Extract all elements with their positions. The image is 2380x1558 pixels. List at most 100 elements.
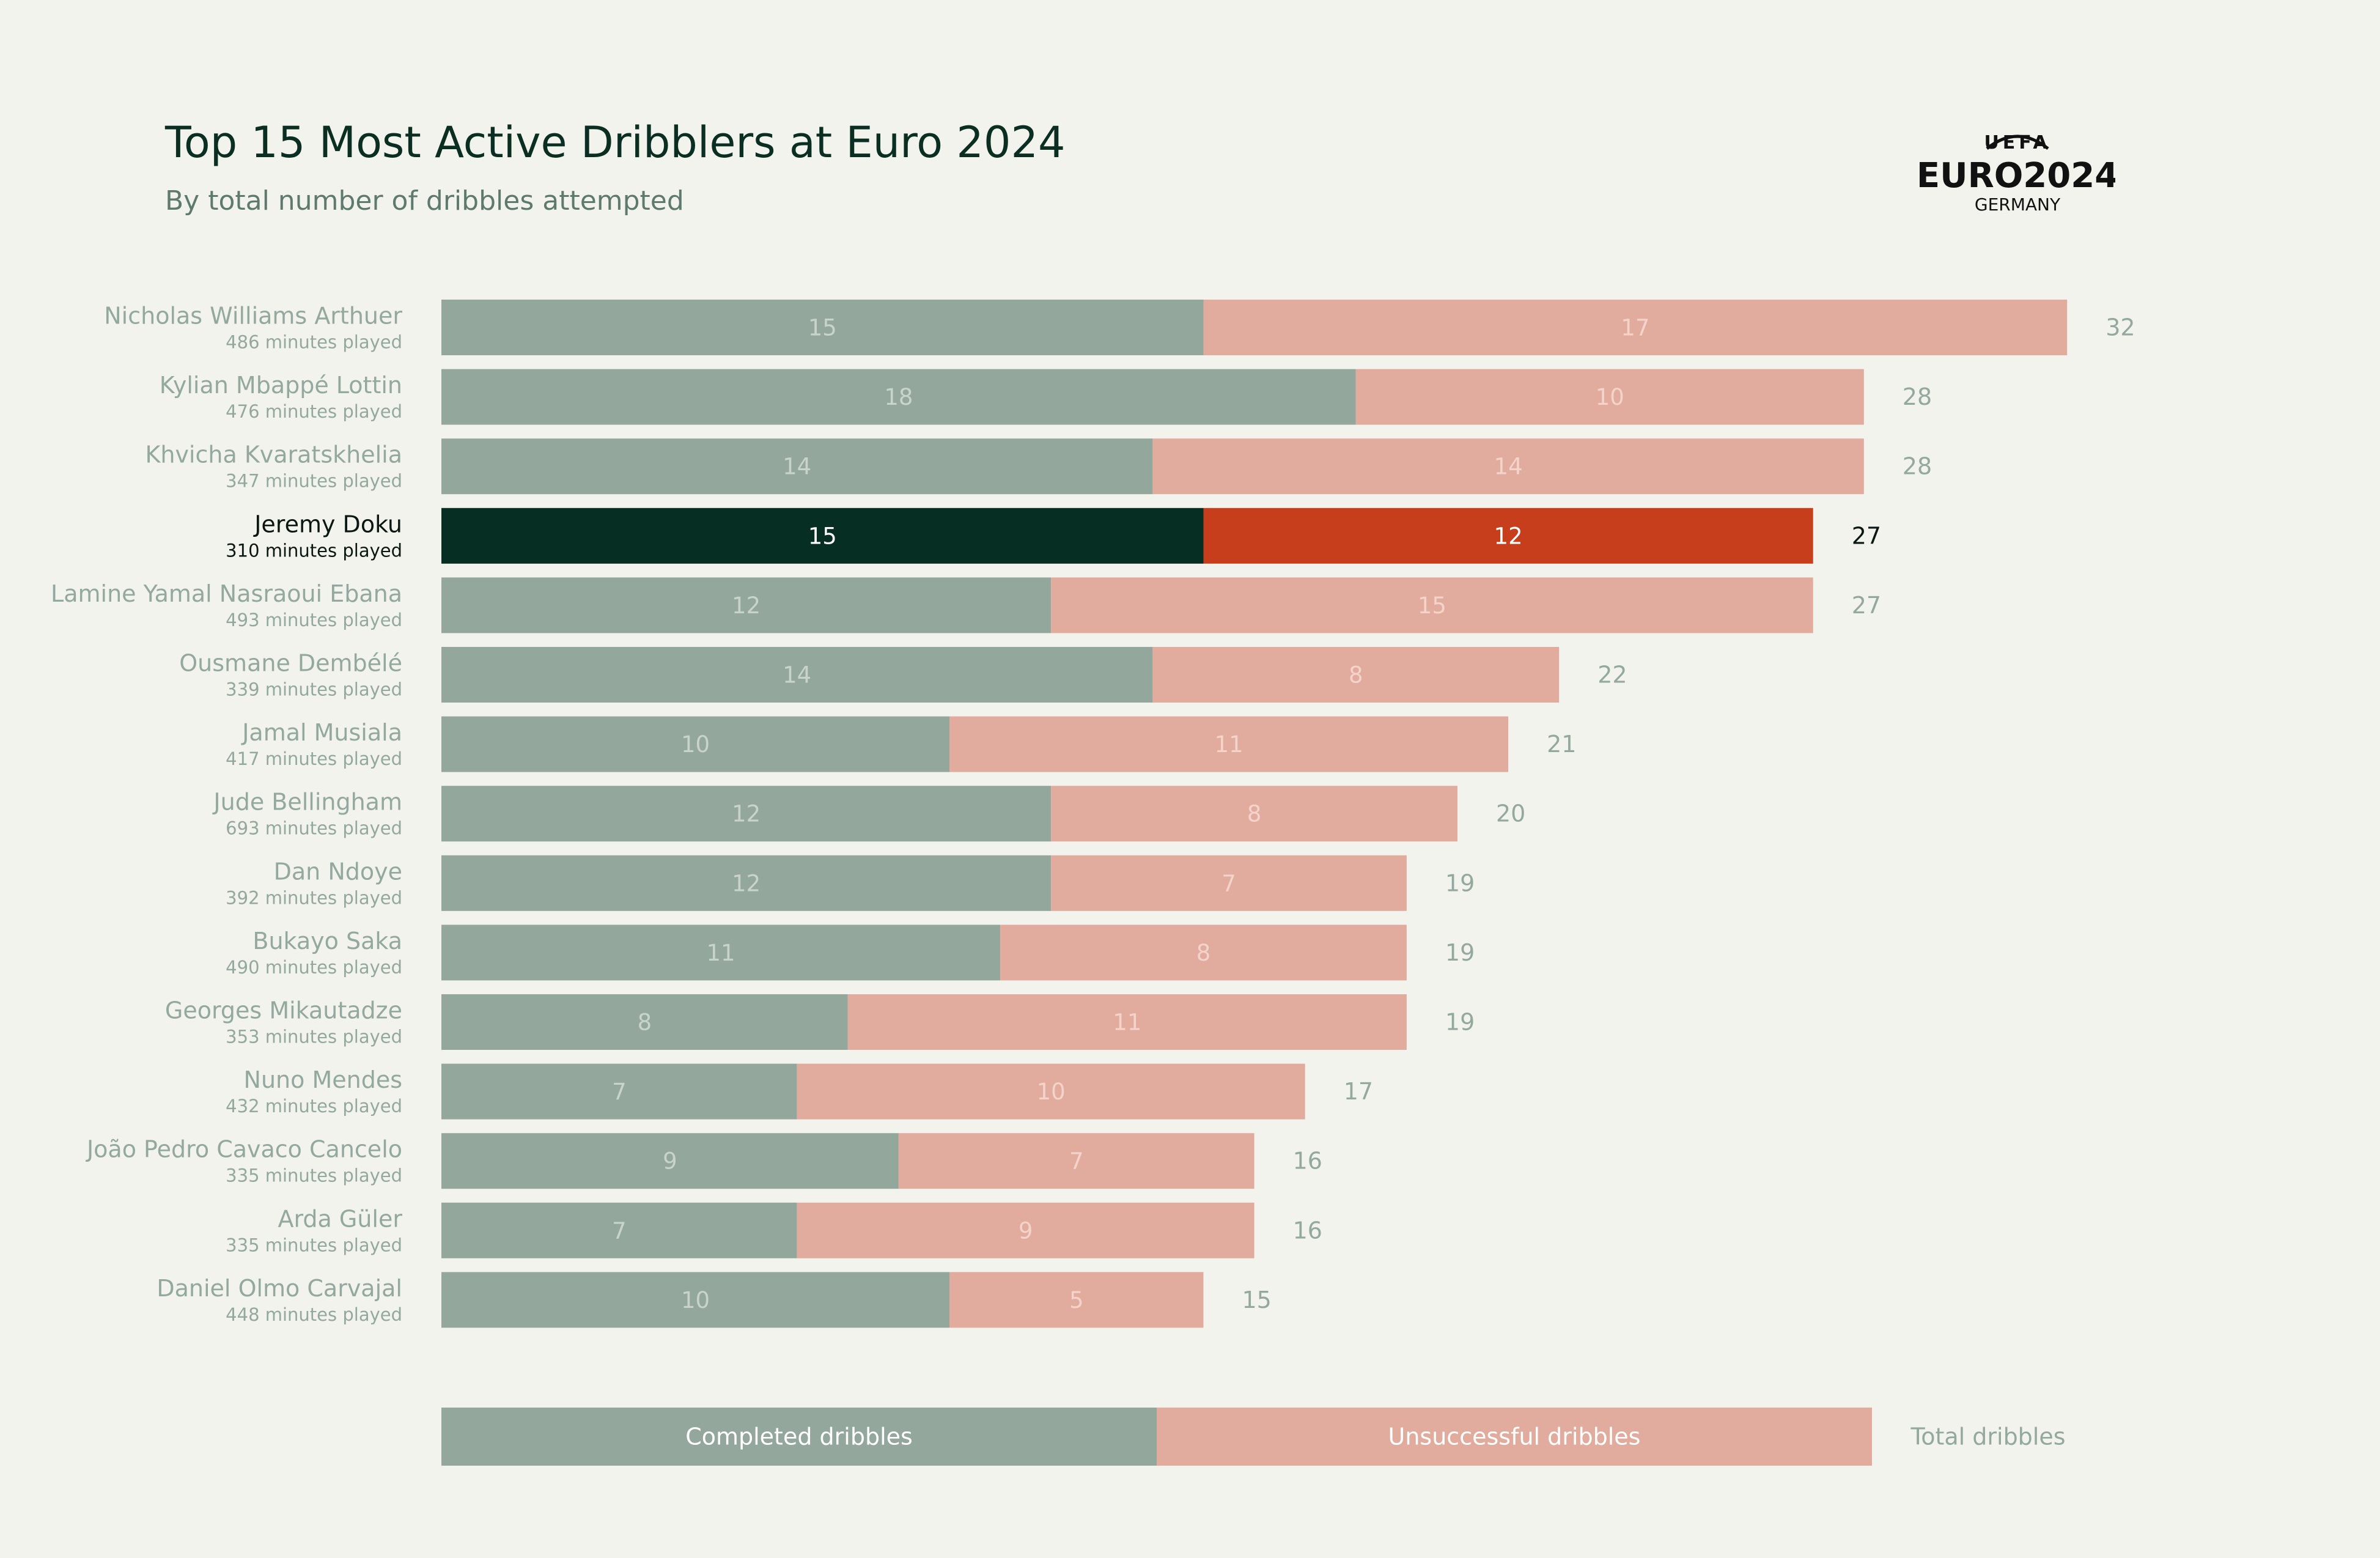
unsuccessful-bar: [949, 1272, 1204, 1328]
unsuccessful-bar: [898, 1133, 1254, 1189]
unsuccessful-value-label: 11: [1215, 731, 1243, 758]
unsuccessful-value-label: 7: [1221, 870, 1236, 896]
total-value-label: 27: [1852, 522, 1881, 549]
unsuccessful-bar: [1000, 925, 1407, 981]
completed-bar: [441, 577, 1052, 633]
total-value-label: 28: [1903, 453, 1932, 480]
unsuccessful-bar: [1203, 300, 2068, 355]
player-minutes: 335 minutes played: [226, 1235, 402, 1255]
player-minutes: 417 minutes played: [226, 748, 402, 769]
player-name: Jeremy Doku: [253, 511, 402, 537]
unsuccessful-value-label: 10: [1037, 1079, 1066, 1105]
completed-bar: [441, 1063, 797, 1120]
chart-subtitle: By total number of dribbles attempted: [165, 185, 684, 216]
player-name: Jude Bellingham: [212, 789, 402, 816]
unsuccessful-bar: [949, 716, 1509, 772]
total-value-label: 15: [1242, 1287, 1272, 1313]
player-name: Jamal Musiala: [241, 719, 402, 746]
player-name: Nuno Mendes: [244, 1066, 402, 1093]
completed-bar: [441, 925, 1001, 981]
player-minutes: 335 minutes played: [226, 1165, 402, 1186]
player-minutes: 490 minutes played: [226, 957, 402, 978]
player-name: Lamine Yamal Nasraoui Ebana: [51, 580, 402, 607]
unsuccessful-value-label: 15: [1418, 593, 1446, 619]
player-name: João Pedro Cavaco Cancelo: [86, 1136, 402, 1163]
completed-value-label: 10: [681, 731, 710, 758]
player-name: Arda Güler: [278, 1205, 402, 1232]
player-name: Daniel Olmo Carvajal: [157, 1275, 402, 1302]
unsuccessful-bar: [797, 1063, 1305, 1120]
completed-bar: [441, 855, 1052, 911]
euro2024-logo: UEFA EURO2024 GERMANY: [1920, 132, 2115, 215]
total-value-label: 19: [1445, 939, 1475, 966]
unsuccessful-bar: [1203, 508, 1813, 564]
completed-value-label: 7: [612, 1079, 627, 1105]
total-value-label: 20: [1496, 800, 1525, 827]
unsuccessful-value-label: 11: [1113, 1010, 1141, 1036]
player-minutes: 693 minutes played: [226, 818, 402, 839]
unsuccessful-bar: [797, 1202, 1254, 1258]
total-value-label: 22: [1597, 662, 1627, 689]
unsuccessful-bar: [1152, 647, 1560, 703]
player-minutes: 353 minutes played: [226, 1027, 402, 1047]
unsuccessful-bar: [1051, 577, 1813, 633]
completed-value-label: 8: [638, 1010, 652, 1036]
player-minutes: 392 minutes played: [226, 887, 402, 908]
unsuccessful-bar: [1152, 438, 1864, 495]
player-minutes: 476 minutes played: [226, 401, 402, 422]
completed-bar: [441, 438, 1153, 495]
player-name: Ousmane Dembélé: [179, 650, 402, 677]
completed-value-label: 12: [732, 593, 761, 619]
completed-bar: [441, 369, 1356, 425]
logo-euro-text: EURO2024: [1920, 156, 2115, 196]
total-value-label: 28: [1903, 383, 1932, 410]
completed-bar: [441, 508, 1204, 564]
unsuccessful-value-label: 8: [1349, 662, 1363, 689]
player-minutes: 486 minutes played: [226, 332, 402, 353]
completed-value-label: 14: [783, 662, 811, 689]
player-name: Georges Mikautadze: [165, 997, 402, 1024]
total-value-label: 27: [1852, 592, 1881, 619]
player-name: Dan Ndoye: [274, 858, 402, 885]
completed-value-label: 15: [808, 315, 837, 341]
player-name: Bukayo Saka: [252, 928, 402, 954]
unsuccessful-value-label: 5: [1069, 1287, 1084, 1313]
completed-value-label: 12: [732, 870, 761, 896]
completed-bar: [441, 716, 949, 772]
legend-unsuccessful-swatch: [1157, 1408, 1872, 1466]
player-minutes: 310 minutes played: [226, 540, 402, 561]
unsuccessful-value-label: 12: [1494, 523, 1523, 549]
player-minutes: 448 minutes played: [226, 1304, 402, 1325]
unsuccessful-value-label: 8: [1247, 801, 1262, 827]
completed-bar: [441, 1272, 949, 1328]
player-minutes: 347 minutes played: [226, 471, 402, 492]
completed-value-label: 18: [884, 384, 913, 410]
chart-title: Top 15 Most Active Dribblers at Euro 202…: [165, 117, 1066, 168]
completed-value-label: 12: [732, 801, 761, 827]
total-value-label: 32: [2106, 314, 2135, 341]
completed-bar: [441, 300, 1204, 355]
legend-total-label: Total dribbles: [1910, 1423, 2065, 1450]
total-value-label: 19: [1445, 869, 1475, 896]
unsuccessful-value-label: 14: [1494, 454, 1523, 480]
unsuccessful-value-label: 10: [1596, 384, 1624, 410]
unsuccessful-value-label: 9: [1019, 1217, 1033, 1244]
total-value-label: 17: [1344, 1078, 1373, 1105]
completed-bar: [441, 647, 1153, 703]
player-minutes: 493 minutes played: [226, 610, 402, 630]
logo-germany-text: GERMANY: [1975, 194, 2061, 215]
total-value-label: 16: [1293, 1148, 1322, 1175]
player-name: Nicholas Williams Arthuer: [104, 303, 402, 330]
unsuccessful-bar: [1051, 786, 1457, 842]
legend-completed-label: Completed dribbles: [685, 1423, 913, 1450]
player-minutes: 339 minutes played: [226, 679, 402, 700]
completed-bar: [441, 994, 848, 1050]
completed-bar: [441, 1202, 797, 1258]
logo-uefa-text: UEFA: [1984, 132, 2050, 153]
completed-value-label: 7: [612, 1217, 627, 1244]
completed-value-label: 15: [808, 523, 837, 549]
unsuccessful-value-label: 7: [1069, 1148, 1084, 1175]
total-value-label: 16: [1293, 1217, 1322, 1244]
completed-value-label: 11: [707, 940, 735, 966]
